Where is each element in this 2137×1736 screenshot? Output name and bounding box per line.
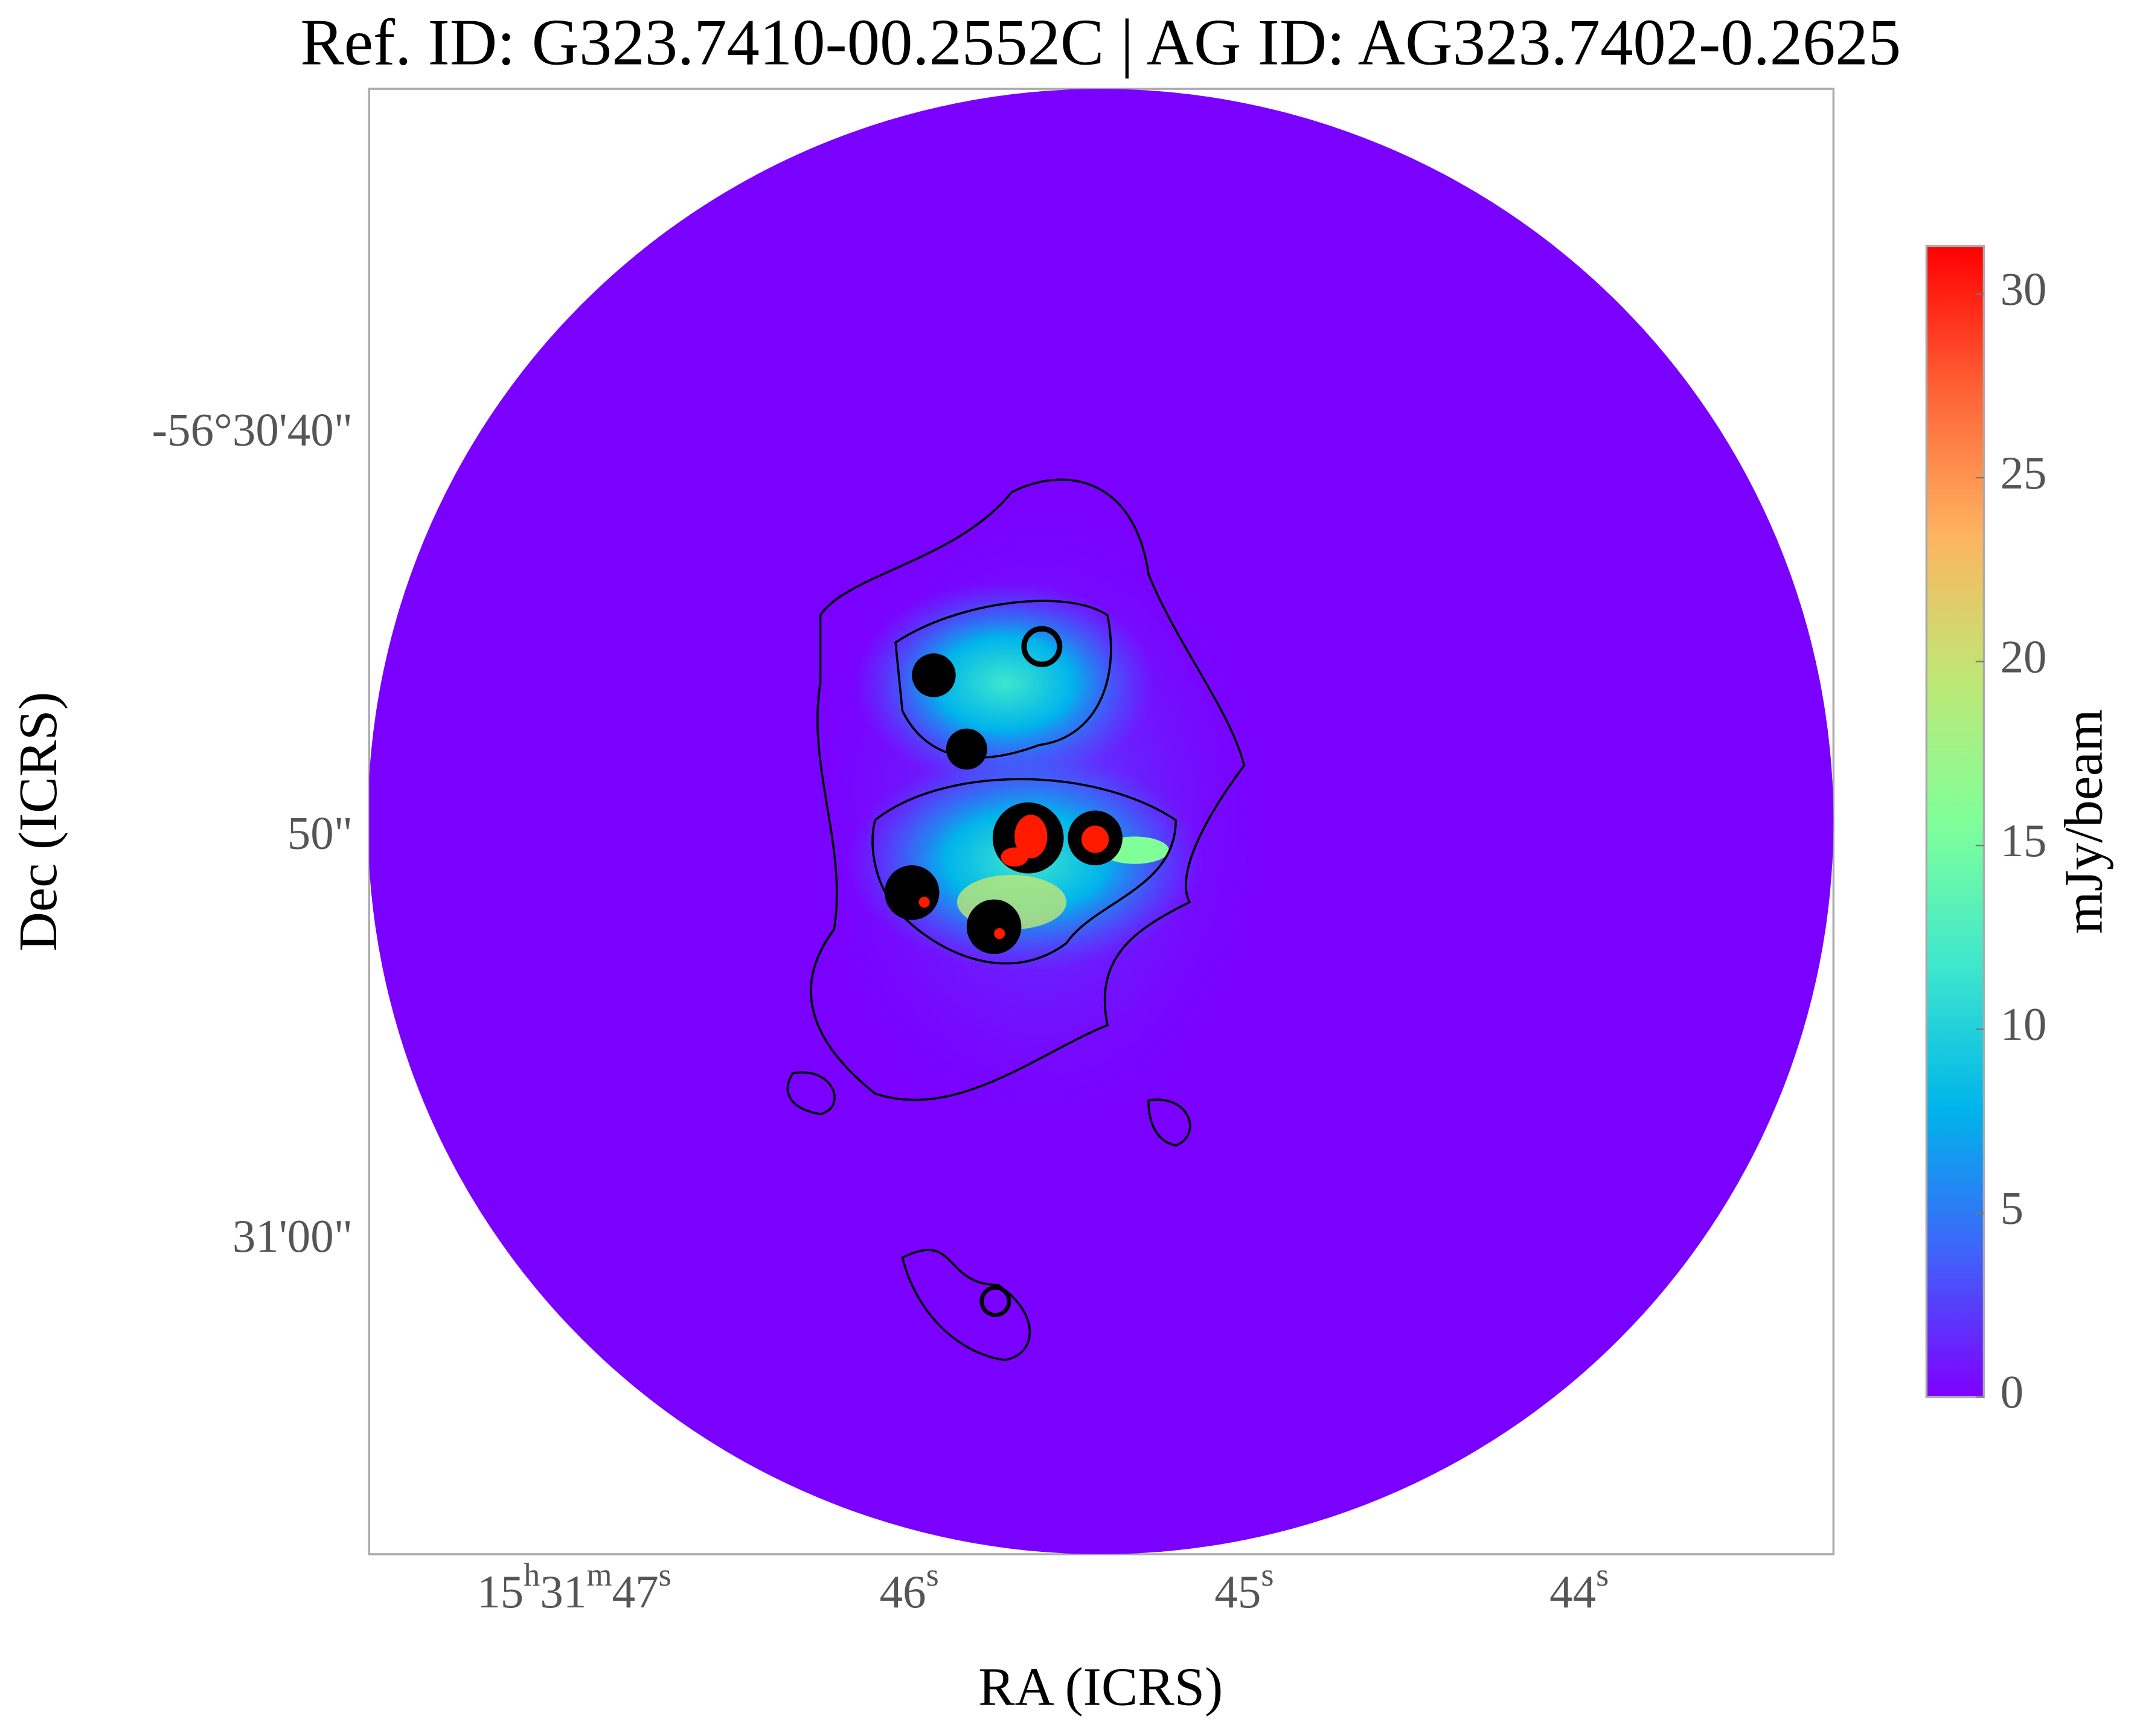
contour: [786, 1071, 1191, 1147]
colorbar-tick-label: 30: [2001, 263, 2047, 315]
chart-title: Ref. ID: G323.7410-00.2552C | AG ID: AG3…: [300, 5, 1901, 78]
image: [369, 89, 1833, 1554]
colorbar-tick-label: 25: [2001, 447, 2047, 499]
colorbar-tick-label: 10: [2001, 998, 2047, 1050]
colorbar: [1925, 245, 1985, 1398]
contour: [901, 1249, 1031, 1362]
core: [966, 899, 1022, 955]
core: [979, 1286, 1011, 1318]
peak: [918, 897, 930, 908]
colorbar-tick-label: 0: [2001, 1366, 2023, 1418]
colorbar-label: mJy/beam: [2053, 709, 2114, 934]
peak: [1081, 825, 1109, 853]
x-tick-label: 46s: [880, 1557, 939, 1618]
core: [884, 865, 940, 920]
colorbar-tick-label: 5: [2001, 1182, 2023, 1234]
contour: [810, 478, 1246, 1101]
peak: [1014, 815, 1048, 859]
colorbar-tick-label: 15: [2001, 815, 2047, 866]
core: [946, 728, 987, 770]
core: [1021, 626, 1063, 667]
core: [912, 653, 956, 697]
colorbar-tick-label: 20: [2001, 630, 2047, 682]
x-axis-label: RA (ICRS): [978, 1656, 1223, 1717]
emission: [854, 581, 1156, 786]
peak: [994, 928, 1005, 940]
y-tick-label: 50": [287, 807, 353, 859]
y-tick-label: 31'00": [232, 1210, 353, 1262]
y-axis-label: Dec (ICRS): [7, 692, 68, 952]
x-tick-label: 44s: [1549, 1557, 1609, 1618]
y-tick-label: -56°30'40": [152, 404, 353, 456]
peak: [1001, 847, 1028, 867]
x-tick-label: 45s: [1214, 1557, 1274, 1618]
x-tick-label: 15h31m47s: [477, 1557, 671, 1618]
